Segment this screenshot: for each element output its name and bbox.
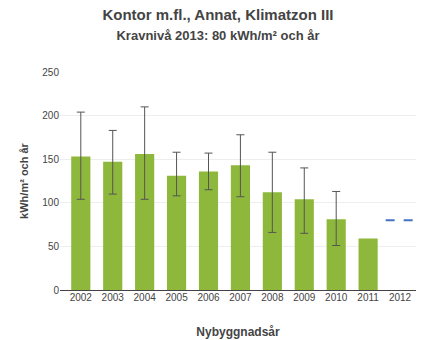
svg-text:2004: 2004 bbox=[134, 292, 157, 303]
svg-text:Nybyggnadsår: Nybyggnadsår bbox=[196, 325, 280, 339]
svg-text:2011: 2011 bbox=[357, 292, 379, 303]
svg-text:Kontor m.fl., Annat, Klimatzon: Kontor m.fl., Annat, Klimatzon IIIKravni… bbox=[102, 6, 333, 43]
svg-text:2009: 2009 bbox=[293, 292, 316, 303]
svg-text:2002: 2002 bbox=[70, 292, 93, 303]
svg-text:250: 250 bbox=[42, 67, 59, 78]
svg-text:2012: 2012 bbox=[389, 292, 412, 303]
svg-text:2010: 2010 bbox=[325, 292, 348, 303]
svg-text:kWh/m² och år: kWh/m² och år bbox=[18, 142, 30, 219]
svg-text:2007: 2007 bbox=[229, 292, 252, 303]
svg-text:2003: 2003 bbox=[102, 292, 125, 303]
svg-text:150: 150 bbox=[42, 154, 59, 165]
svg-text:100: 100 bbox=[42, 197, 59, 208]
svg-text:2008: 2008 bbox=[261, 292, 284, 303]
svg-text:200: 200 bbox=[42, 110, 59, 121]
svg-text:2006: 2006 bbox=[197, 292, 220, 303]
svg-text:0: 0 bbox=[53, 285, 59, 296]
svg-text:50: 50 bbox=[48, 241, 60, 252]
svg-text:2005: 2005 bbox=[165, 292, 188, 303]
